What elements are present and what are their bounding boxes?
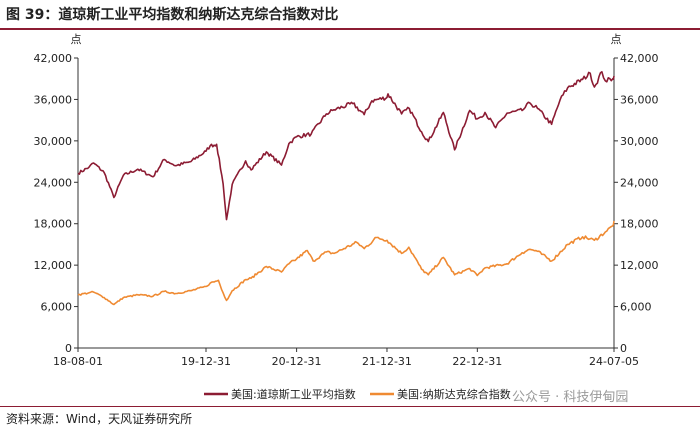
y-tick-label-right: 18,000 bbox=[620, 218, 659, 231]
x-tick-label: 22-12-31 bbox=[452, 355, 502, 368]
y-tick-label-left: 0 bbox=[65, 342, 72, 355]
y-ticks-right: 0 6,000 12,000 18,000 24,000 30,000 36,000 42,0… bbox=[614, 52, 659, 355]
legend-label-dow: 美国:道琼斯工业平均指数 bbox=[231, 387, 356, 401]
series-line-dow bbox=[77, 71, 615, 221]
source-divider bbox=[0, 406, 700, 407]
x-tick-label: 18-08-01 bbox=[53, 355, 103, 368]
x-tick-label: 24-07-05 bbox=[589, 355, 639, 368]
y-tick-label-right: 30,000 bbox=[620, 135, 659, 148]
y-ticks-left: 0 6,000 12,000 18,000 24,000 30,000 36,000 42,0… bbox=[34, 52, 78, 355]
y-tick-label-right: 6,000 bbox=[620, 301, 652, 314]
y-tick-label-left: 24,000 bbox=[34, 176, 73, 189]
source-note: 资料来源：Wind，天风证券研究所 bbox=[6, 412, 193, 426]
chart-title: 图 39：道琼斯工业平均指数和纳斯达克综合指数对比 bbox=[6, 7, 339, 23]
y-tick-label-left: 30,000 bbox=[34, 135, 73, 148]
watermark: 公众号 · 科技伊甸园 bbox=[512, 390, 629, 405]
x-tick-label: 20-12-31 bbox=[272, 355, 322, 368]
y-tick-label-left: 36,000 bbox=[34, 93, 73, 106]
line-chart: 0 6,000 12,000 18,000 24,000 30,000 36,000 42,0… bbox=[34, 33, 659, 401]
y-tick-label-right: 0 bbox=[620, 342, 627, 355]
x-tick-label: 21-12-31 bbox=[362, 355, 412, 368]
y-tick-label-right: 42,000 bbox=[620, 52, 659, 65]
y-tick-label-left: 42,000 bbox=[34, 52, 73, 65]
y-tick-label-right: 24,000 bbox=[620, 176, 659, 189]
y-tick-label-right: 12,000 bbox=[620, 259, 659, 272]
legend: 美国:道琼斯工业平均指数 美国:纳斯达克综合指数 bbox=[204, 387, 511, 401]
series-lines bbox=[77, 71, 615, 306]
y-tick-label-left: 6,000 bbox=[41, 301, 73, 314]
x-tick-label: 19-12-31 bbox=[181, 355, 231, 368]
y-unit-right: 点 bbox=[611, 33, 622, 46]
y-unit-left: 点 bbox=[71, 33, 82, 46]
y-tick-label-left: 12,000 bbox=[34, 259, 73, 272]
legend-label-nasdaq: 美国:纳斯达克综合指数 bbox=[397, 387, 511, 401]
title-bar bbox=[0, 0, 700, 30]
series-line-nasdaq bbox=[77, 220, 615, 306]
y-tick-label-right: 36,000 bbox=[620, 93, 659, 106]
x-ticks: 18-08-01 19-12-31 20-12-31 21-12-31 22-12-31… bbox=[53, 348, 639, 368]
y-tick-label-left: 18,000 bbox=[34, 218, 73, 231]
